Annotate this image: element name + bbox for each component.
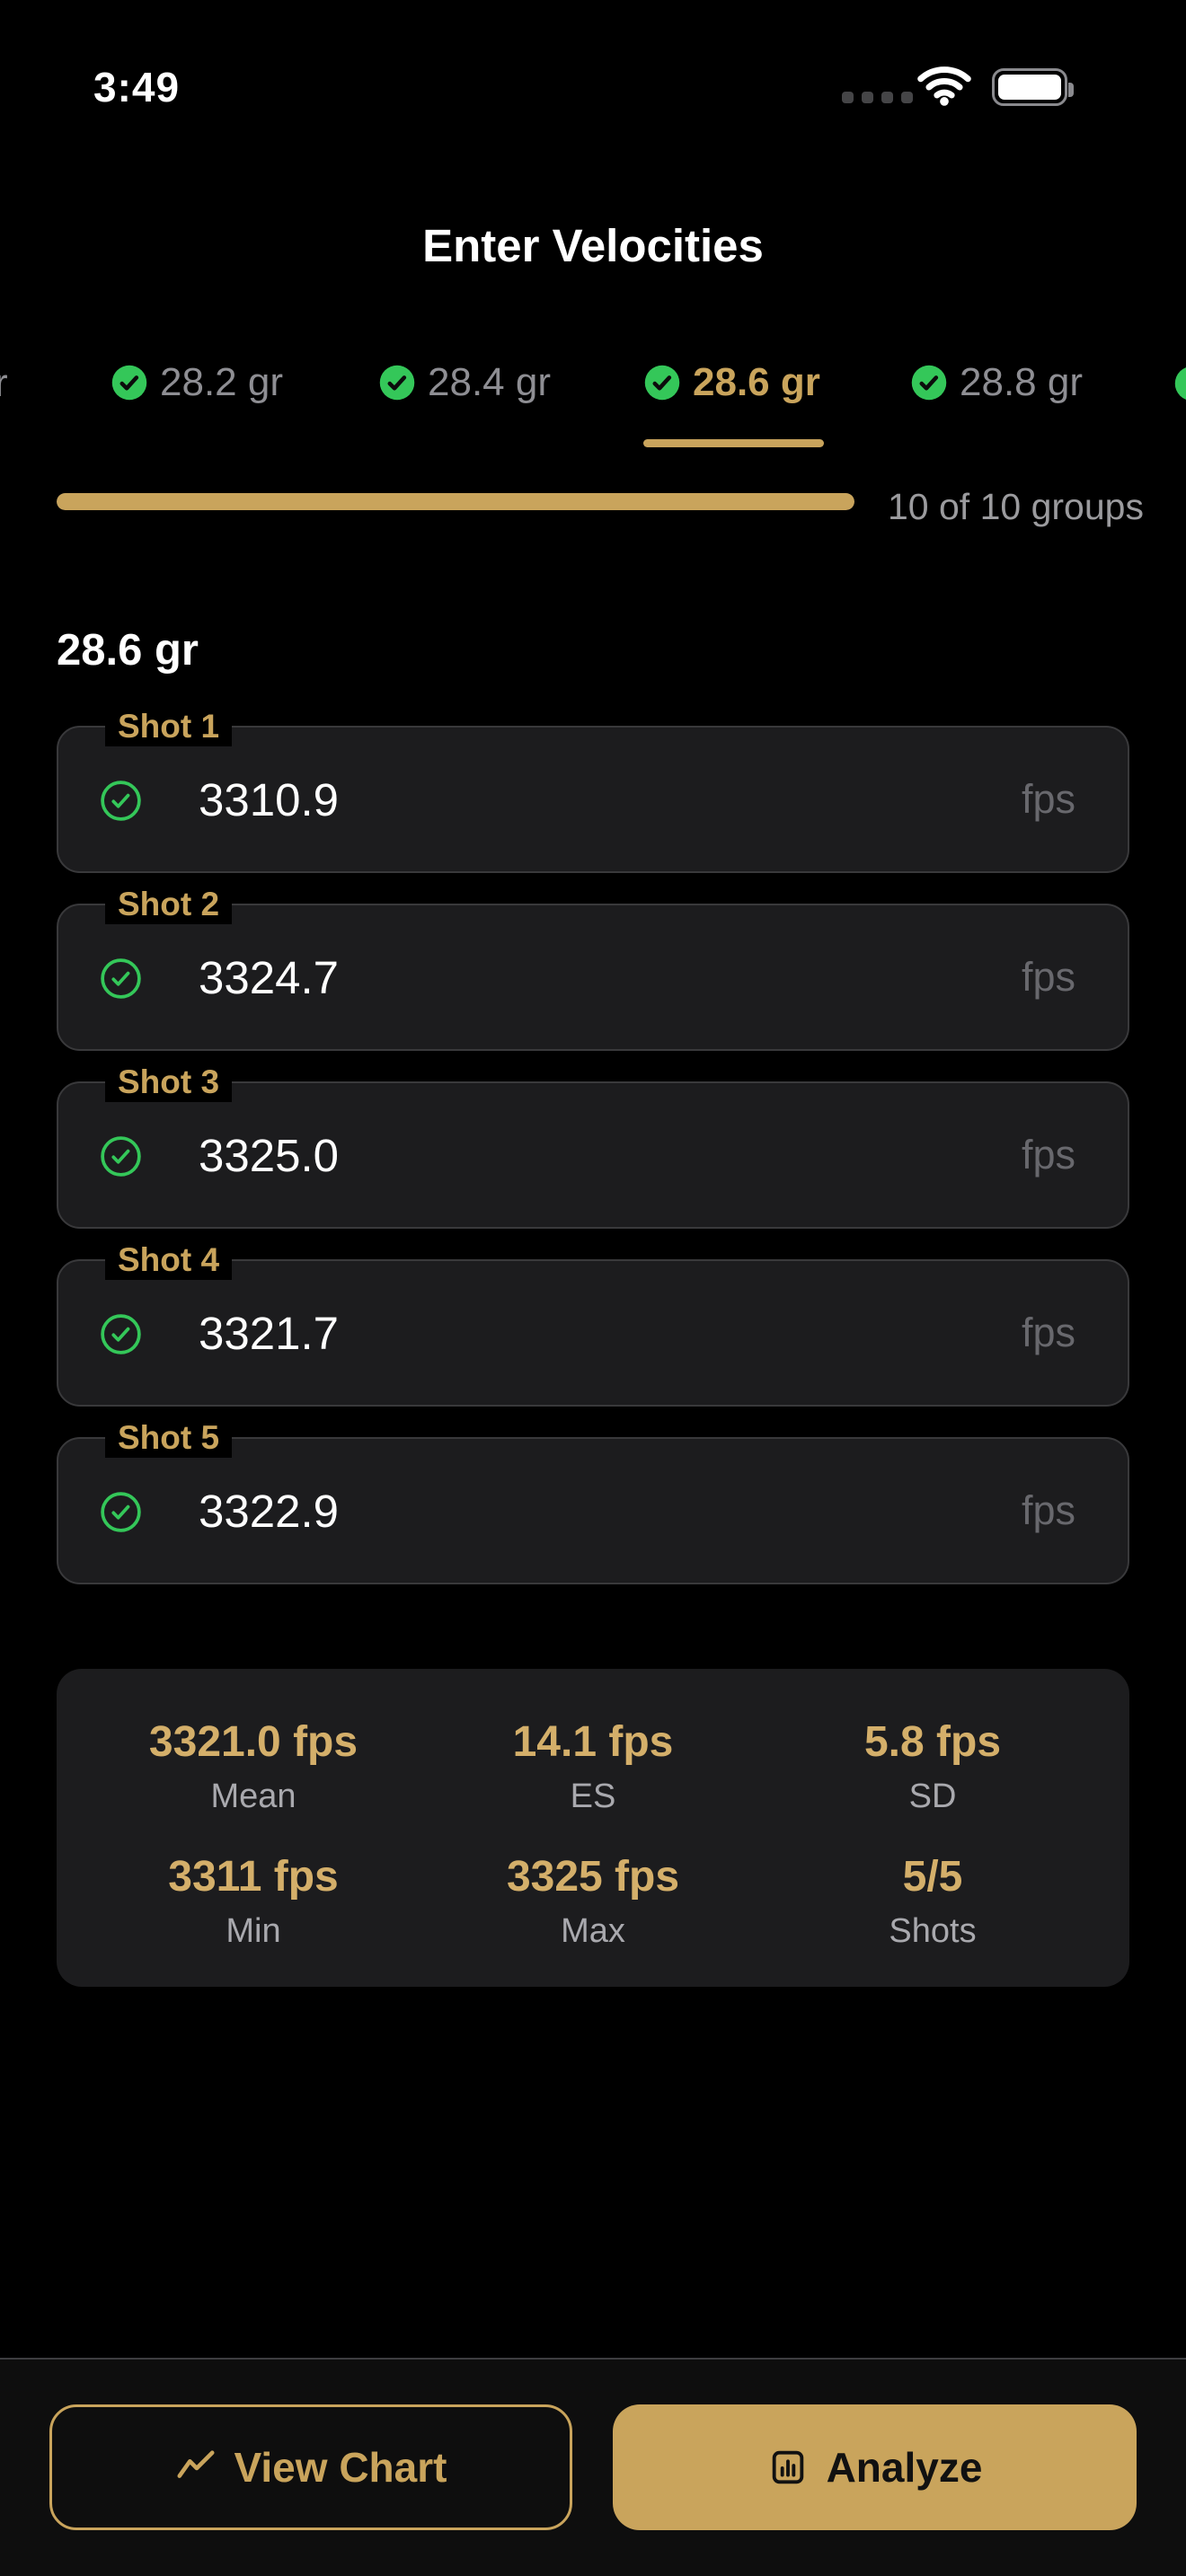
tab-label: 28.2 gr <box>160 360 283 404</box>
stat-min-value: 3311 fps <box>168 1853 339 1901</box>
tab-28-6-gr-active[interactable]: 28.6 gr <box>643 357 820 408</box>
shot-5-unit: fps <box>1021 1487 1075 1533</box>
stat-mean-label: Mean <box>210 1778 296 1815</box>
groups-progress-label: 10 of 10 groups <box>888 486 1144 527</box>
group-tab-bar: r 28.2 gr 28.4 gr 28.6 gr 28.8 gr <box>0 357 1186 456</box>
shot-4-value: 3321.7 <box>199 1307 339 1359</box>
stat-shots: 5/5 Shots <box>763 1852 1102 1951</box>
stat-min: 3311 fps Min <box>84 1852 423 1951</box>
shot-3-input[interactable]: Shot 3 3325.0 fps <box>57 1063 1129 1229</box>
trend-line-icon <box>175 2447 217 2488</box>
check-circle-icon <box>100 1135 142 1178</box>
shot-3-value: 3325.0 <box>199 1129 339 1181</box>
tab-28-2-gr[interactable]: 28.2 gr <box>111 357 283 408</box>
shot-4-input[interactable]: Shot 4 3321.7 fps <box>57 1240 1129 1407</box>
stat-sd: 5.8 fps SD <box>763 1717 1102 1816</box>
tab-label: 28.8 gr <box>960 360 1083 404</box>
check-filled-icon <box>643 364 681 401</box>
stat-es: 14.1 fps ES <box>423 1717 763 1816</box>
check-filled-icon <box>111 364 148 401</box>
tab-28-8-gr[interactable]: 28.8 gr <box>910 357 1083 408</box>
stat-mean: 3321.0 fps Mean <box>84 1717 423 1816</box>
shot-4-unit: fps <box>1021 1310 1075 1355</box>
tab-partial-right[interactable] <box>1173 365 1186 402</box>
active-tab-underline <box>643 439 824 447</box>
view-chart-label: View Chart <box>234 2444 447 2491</box>
shot-2-label: Shot 2 <box>105 885 233 924</box>
shot-5-input[interactable]: Shot 5 3322.9 fps <box>57 1418 1129 1584</box>
status-time: 3:49 <box>93 64 181 110</box>
footer-action-bar: View Chart Analyze <box>0 2358 1186 2576</box>
shot-5-value: 3322.9 <box>199 1485 339 1537</box>
battery-icon <box>992 68 1074 106</box>
stat-max-value: 3325 fps <box>506 1853 680 1901</box>
tab-28-4-gr[interactable]: 28.4 gr <box>378 357 551 408</box>
stat-max-label: Max <box>561 1912 625 1950</box>
stat-mean-value: 3321.0 fps <box>148 1718 358 1766</box>
tab-partial-left[interactable]: r <box>0 361 8 405</box>
stat-min-label: Min <box>226 1912 281 1950</box>
tab-label: 28.6 gr <box>693 360 820 404</box>
check-circle-icon <box>100 1313 142 1355</box>
shot-4-label: Shot 4 <box>105 1240 233 1280</box>
groups-progress-fill <box>57 493 854 510</box>
check-circle-icon <box>100 780 142 822</box>
bar-chart-icon <box>767 2447 809 2488</box>
tab-label: 28.4 gr <box>428 360 551 404</box>
check-filled-icon <box>910 364 948 401</box>
shot-1-unit: fps <box>1021 776 1075 822</box>
shot-3-label: Shot 3 <box>105 1063 233 1102</box>
stat-es-label: ES <box>570 1778 616 1815</box>
check-circle-icon <box>100 1491 142 1533</box>
shot-2-value: 3324.7 <box>199 951 339 1003</box>
analyze-button[interactable]: Analyze <box>613 2404 1137 2530</box>
analyze-label: Analyze <box>826 2444 983 2491</box>
stat-sd-label: SD <box>908 1778 957 1815</box>
wifi-icon <box>916 65 972 106</box>
shot-1-label: Shot 1 <box>105 707 233 746</box>
shot-3-unit: fps <box>1021 1132 1075 1178</box>
groups-progress-bar <box>57 493 854 510</box>
stat-sd-value: 5.8 fps <box>863 1718 1002 1766</box>
page-title: Enter Velocities <box>422 220 764 271</box>
stat-shots-label: Shots <box>889 1912 977 1950</box>
shot-2-input[interactable]: Shot 2 3324.7 fps <box>57 885 1129 1051</box>
shot-1-input[interactable]: Shot 1 3310.9 fps <box>57 707 1129 873</box>
stat-shots-value: 5/5 <box>902 1853 963 1901</box>
group-title: 28.6 gr <box>57 626 199 675</box>
group-stats-card: 3321.0 fps Mean 14.1 fps ES 5.8 fps SD 3… <box>57 1669 1129 1987</box>
shot-5-label: Shot 5 <box>105 1418 233 1458</box>
cellular-signal-icon <box>842 92 913 103</box>
check-filled-icon <box>378 364 416 401</box>
view-chart-button[interactable]: View Chart <box>49 2404 572 2530</box>
stat-es-value: 14.1 fps <box>512 1718 674 1766</box>
stat-max: 3325 fps Max <box>423 1852 763 1951</box>
shot-1-value: 3310.9 <box>199 773 339 825</box>
check-circle-icon <box>100 957 142 1000</box>
shot-2-unit: fps <box>1021 954 1075 1000</box>
